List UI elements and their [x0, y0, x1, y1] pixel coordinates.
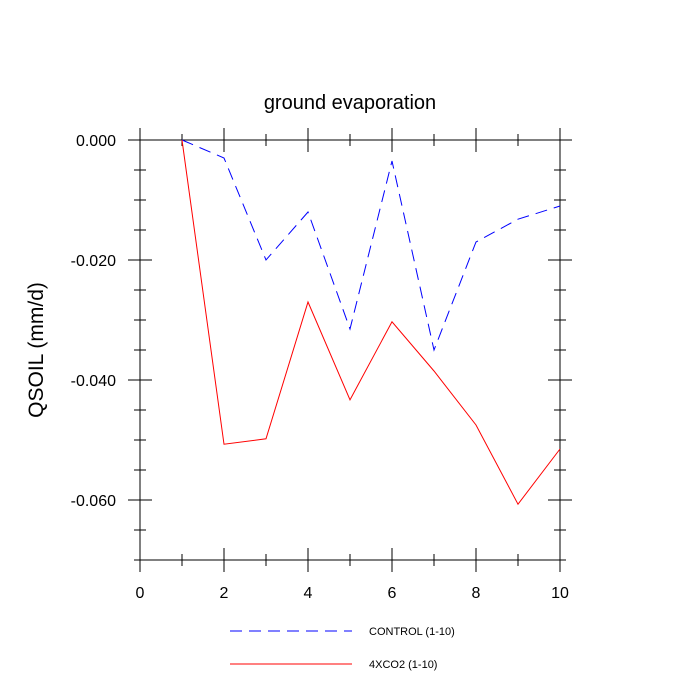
- y-tick-label: -0.020: [71, 253, 116, 270]
- y-tick-label: -0.040: [71, 373, 116, 390]
- x-tick-label: 4: [304, 585, 313, 602]
- series-line-4xco2: [181, 139, 561, 506]
- plot-frame: [139, 139, 561, 561]
- y-tick-label: 0.000: [76, 133, 116, 150]
- axis-ticks: [128, 128, 572, 572]
- chart-title: ground evaporation: [264, 92, 436, 114]
- y-tick-label: -0.060: [71, 493, 116, 510]
- y-axis-label: QSOIL (mm/d): [25, 282, 48, 418]
- x-tick-label: 8: [472, 585, 481, 602]
- legend-label-4xco2: 4XCO2 (1-10): [369, 659, 437, 671]
- x-tick-label: 6: [388, 585, 397, 602]
- x-tick-label: 0: [136, 585, 145, 602]
- legend: CONTROL (1-10) 4XCO2 (1-10): [230, 626, 455, 671]
- legend-label-control: CONTROL (1-10): [369, 626, 455, 638]
- axis-tick-labels: 0 2 4 6 8 10 0.000 -0.020 -0.040 -0.060: [71, 133, 569, 602]
- x-tick-label: 10: [551, 585, 569, 602]
- series-lines: [181, 139, 561, 506]
- x-tick-label: 2: [220, 585, 229, 602]
- series-line-control: [181, 139, 561, 352]
